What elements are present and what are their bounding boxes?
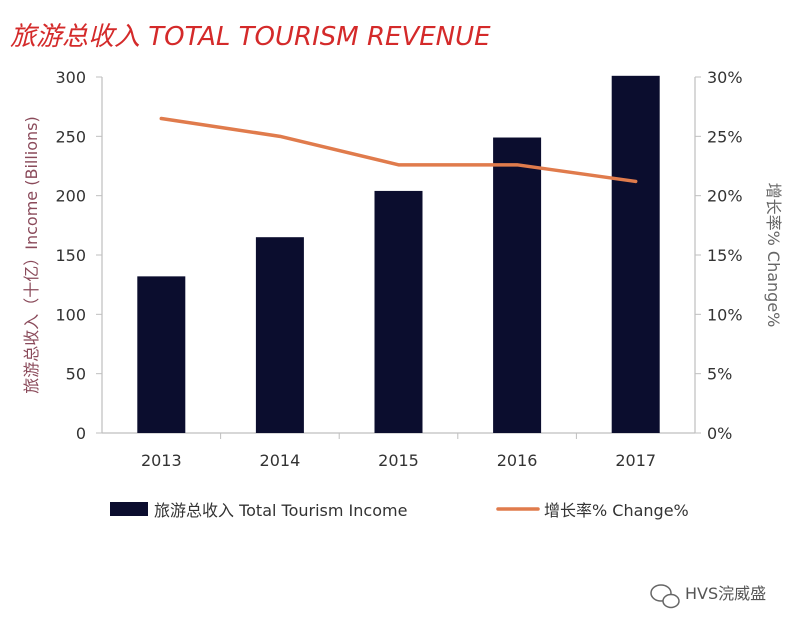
left-tick-label: 150 (55, 246, 86, 265)
left-tick-label: 50 (66, 365, 86, 384)
left-tick-label: 300 (55, 68, 86, 87)
right-tick-label: 0% (707, 424, 732, 443)
y-axis-title: 旅游总收入（十亿）Income (Billions) (22, 116, 41, 393)
bar-2016 (493, 137, 542, 433)
right-tick-label: 5% (707, 365, 732, 384)
change-line (159, 116, 638, 184)
legend-line-label: 增长率% Change% (544, 501, 689, 520)
x-tick-label: 2013 (141, 451, 182, 470)
plot-area: 0 50 100 150 200 250 300 0% 5% 10% 15% 20% 25% 30% 201… (22, 68, 783, 470)
right-tick-label: 15% (707, 246, 743, 265)
left-tick-label: 100 (55, 305, 86, 324)
left-tick-label: 0 (76, 424, 86, 443)
right-tick-label: 10% (707, 305, 743, 324)
right-tick-label: 20% (707, 187, 743, 206)
watermark-text: HVS浣威盛 (685, 584, 766, 603)
x-tick-label: 2016 (497, 451, 538, 470)
legend: 旅游总收入 Total Tourism Income 增长率% Change% (110, 501, 689, 520)
left-tick-label: 250 (55, 127, 86, 146)
left-tick-label: 200 (55, 187, 86, 206)
y2-axis-title: 增长率% Change% (764, 183, 783, 328)
x-tick-label: 2014 (260, 451, 301, 470)
legend-bar-label: 旅游总收入 Total Tourism Income (154, 501, 407, 520)
bar-2013 (137, 276, 186, 433)
legend-bar-swatch (110, 502, 148, 516)
bar-2014 (255, 237, 304, 433)
chart-title: 旅游总收入 TOTAL TOURISM REVENUE (10, 22, 491, 52)
wechat-icon (650, 584, 680, 609)
x-tick-label: 2017 (615, 451, 656, 470)
right-tick-label: 30% (707, 68, 743, 87)
bar-2015 (374, 190, 423, 433)
x-tick-label: 2015 (378, 451, 419, 470)
watermark: HVS浣威盛 (650, 584, 766, 609)
bar-2017 (611, 75, 660, 434)
right-tick-label: 25% (707, 127, 743, 146)
